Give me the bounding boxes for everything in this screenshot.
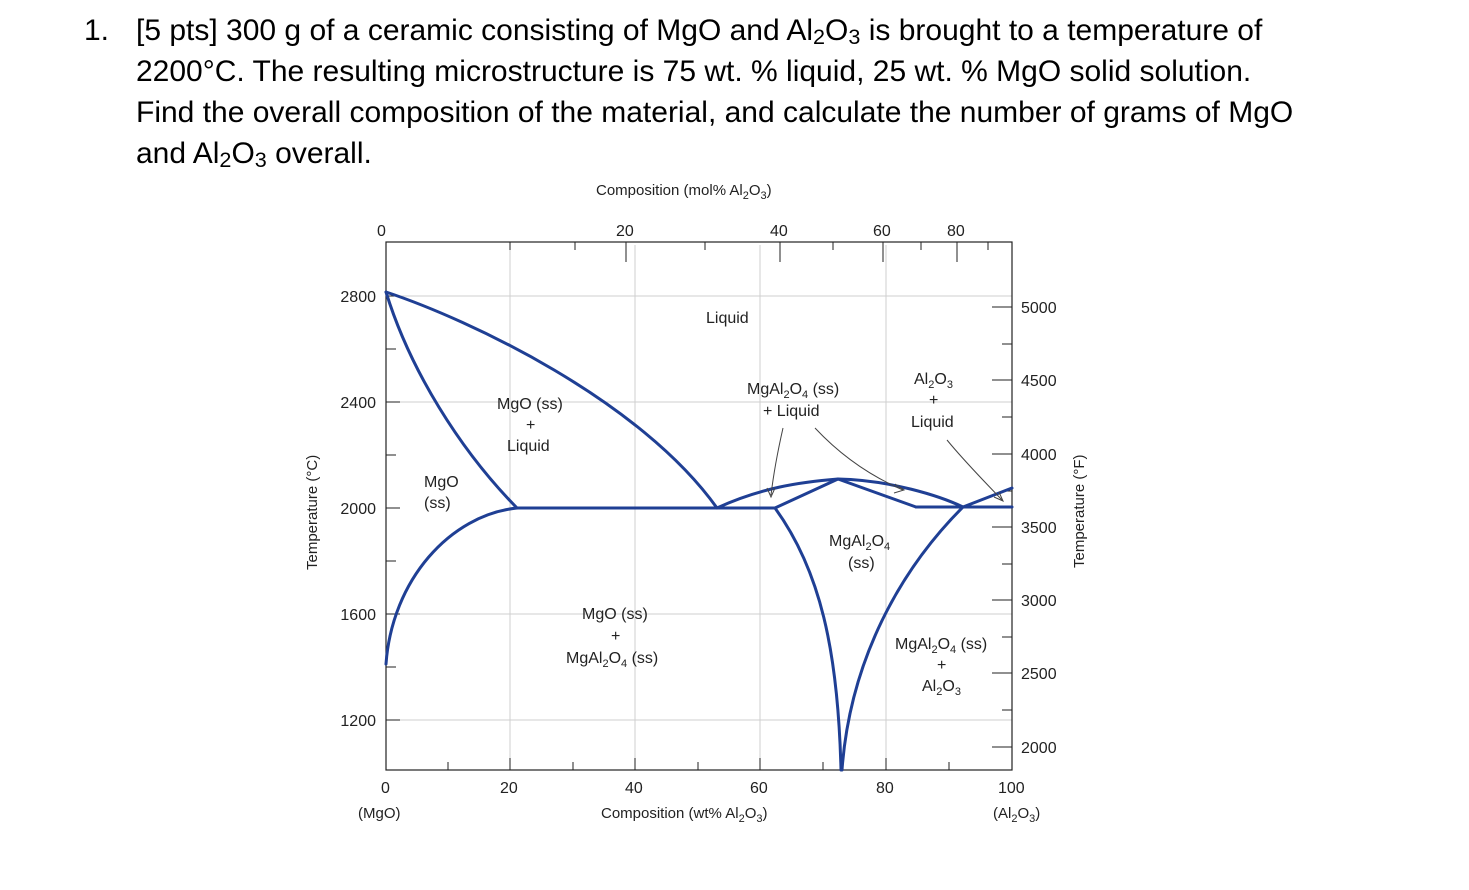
- region-mgo-spinel-1: MgO (ss): [582, 606, 648, 623]
- spinel-liquidus: [715, 477, 965, 510]
- region-spinel-al2o3-3: Al2O3: [922, 678, 961, 698]
- label-arrows: [766, 427, 1004, 502]
- question-line-2: 2200°C. The resulting microstructure is …: [136, 55, 1252, 88]
- xtick-60: 60: [750, 780, 768, 797]
- al2o3-end-label: (Al2O3): [993, 805, 1040, 825]
- region-mgo-liquid-3: Liquid: [507, 438, 550, 455]
- ytick-1200: 1200: [340, 713, 376, 730]
- top-tick-labels: 0 20 40 60 80: [377, 223, 965, 240]
- right-tick-labels: 5000 4500 4000 3500 3000 2500 2000: [1021, 300, 1057, 757]
- bottom-ticks: [385, 758, 950, 770]
- region-mgo-spinel-3: MgAl2O4 (ss): [566, 650, 658, 670]
- region-spinel-ss-2: (ss): [848, 555, 875, 572]
- question-line-1: [5 pts] 300 g of a ceramic consisting of…: [136, 14, 1263, 49]
- x2tick-80: 80: [947, 223, 965, 240]
- region-spinel-liquid-2: + Liquid: [763, 403, 820, 420]
- y2tick-3500: 3500: [1021, 520, 1057, 537]
- right-axis-title: Temperature (°F): [1071, 454, 1088, 568]
- xtick-100: 100: [998, 780, 1025, 797]
- xtick-20: 20: [500, 780, 518, 797]
- ytick-2400: 2400: [340, 395, 376, 412]
- phase-boundaries: [384, 290, 1014, 772]
- right-ticks: [992, 306, 1012, 748]
- y2tick-2500: 2500: [1021, 666, 1057, 683]
- region-spinel-al2o3-2: +: [937, 657, 946, 674]
- question-line-4: and Al2O3 overall.: [136, 137, 372, 172]
- y2tick-4000: 4000: [1021, 447, 1057, 464]
- region-liquid: Liquid: [706, 310, 749, 327]
- spinel-solvus-left: [773, 506, 843, 772]
- mgo-liquidus: [384, 290, 719, 510]
- x2tick-60: 60: [873, 223, 891, 240]
- spinel-solidus: [773, 477, 918, 510]
- x2tick-20: 20: [616, 223, 634, 240]
- left-axis-title: Temperature (°C): [304, 455, 321, 570]
- question-number: 1.: [84, 14, 110, 47]
- top-ticks: [509, 242, 989, 262]
- y2tick-3000: 3000: [1021, 593, 1057, 610]
- top-axis-title: Composition (mol% Al2O3): [596, 182, 772, 202]
- region-mgo-liquid-1: MgO (ss): [497, 396, 563, 413]
- xtick-0: 0: [381, 780, 390, 797]
- ytick-2000: 2000: [340, 501, 376, 518]
- region-spinel-liquid-1: MgAl2O4 (ss): [747, 381, 839, 401]
- region-spinel-ss-1: MgAl2O4: [829, 533, 890, 553]
- question-line-3: Find the overall composition of the mate…: [136, 96, 1294, 129]
- region-spinel-al2o3-1: MgAl2O4 (ss): [895, 636, 987, 656]
- al2o3-liquidus: [961, 486, 1014, 509]
- mgo-end-label: (MgO): [358, 805, 401, 822]
- ytick-1600: 1600: [340, 607, 376, 624]
- mgo-solidus: [384, 290, 519, 510]
- left-tick-labels: 2800 2400 2000 1600 1200: [340, 289, 376, 730]
- xtick-40: 40: [625, 780, 643, 797]
- spinel-solvus-right: [840, 505, 965, 772]
- y2tick-2000: 2000: [1021, 740, 1057, 757]
- region-mgo-ss-2: (ss): [424, 495, 451, 512]
- region-al2o3-liquid-2: +: [929, 392, 938, 409]
- x2tick-0: 0: [377, 223, 386, 240]
- region-mgo-spinel-2: +: [611, 628, 620, 645]
- region-al2o3-liquid-1: Al2O3: [914, 371, 953, 391]
- region-mgo-ss-1: MgO: [424, 474, 459, 491]
- xtick-80: 80: [876, 780, 894, 797]
- x2tick-40: 40: [770, 223, 788, 240]
- y2tick-5000: 5000: [1021, 300, 1057, 317]
- region-mgo-liquid-2: +: [526, 417, 535, 434]
- y2tick-4500: 4500: [1021, 373, 1057, 390]
- region-al2o3-liquid-3: Liquid: [911, 414, 954, 431]
- mgo-solvus: [384, 506, 519, 666]
- bottom-axis-title: Composition (wt% Al2O3): [601, 805, 767, 825]
- bottom-tick-labels: 0 20 40 60 80 100: [381, 780, 1025, 797]
- ytick-2800: 2800: [340, 289, 376, 306]
